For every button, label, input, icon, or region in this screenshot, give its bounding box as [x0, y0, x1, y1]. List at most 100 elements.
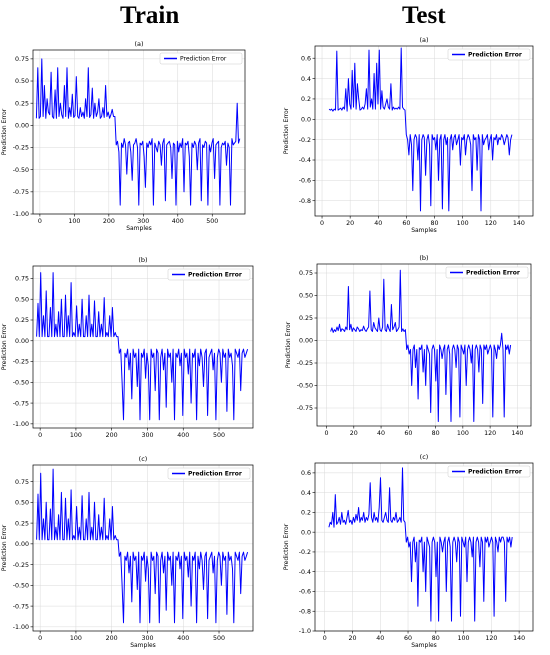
x-tick-label: 120 — [484, 430, 496, 437]
x-tick-label: 120 — [485, 635, 497, 642]
x-axis-label: Samples — [130, 642, 156, 649]
panel-title: (b) — [138, 256, 147, 264]
x-tick-label: 500 — [213, 635, 225, 642]
x-tick-label: 0 — [38, 432, 42, 439]
train-column-heading: Train — [120, 2, 180, 29]
plot-frame — [32, 464, 254, 632]
y-tick-label: 0.75 — [15, 479, 29, 486]
x-tick-label: 500 — [213, 432, 225, 439]
y-tick-label: -0.50 — [297, 383, 313, 390]
y-axis-label: Prediction Error — [285, 321, 292, 368]
test-chart-b: (b) 0 20 40 60 80 100 120 140 -0.75 -0.50 -0.25 0.00… — [285, 254, 532, 437]
legend-label: Prediction Error — [180, 56, 227, 63]
x-tick-label: 100 — [457, 220, 469, 227]
x-tick-label: 500 — [206, 218, 218, 225]
train-chart-b: (b) 0 100 200 300 400 500 -1.00 -0.75 -0.50 -0.25 0… — [1, 256, 254, 439]
y-tick-label: -0.50 — [13, 583, 29, 590]
legend-label: Prediction Error — [468, 469, 522, 476]
y-tick-label: -0.2 — [299, 549, 311, 556]
x-tick-label: 100 — [458, 635, 470, 642]
panel-title: (c) — [420, 453, 429, 461]
x-tick-label: 100 — [457, 430, 469, 437]
y-tick-label: 0.00 — [15, 338, 29, 345]
legend-box — [447, 48, 531, 61]
y-axis-label: Prediction Error — [1, 108, 8, 155]
y-tick-label: 0.00 — [15, 123, 29, 130]
y-axis-label: Prediction Error — [1, 524, 8, 571]
y-tick-label: -0.6 — [299, 589, 311, 596]
y-tick-label: -0.75 — [13, 603, 29, 610]
panel-title: (c) — [139, 455, 148, 463]
series-line — [328, 47, 513, 212]
y-tick-label: 0.25 — [15, 317, 29, 324]
y-tick-label: -0.8 — [299, 198, 311, 205]
y-tick-label: -1.0 — [299, 628, 311, 635]
x-tick-label: 400 — [177, 432, 189, 439]
x-tick-label: 0 — [323, 635, 327, 642]
panel-title: (a) — [419, 36, 428, 44]
legend-label: Prediction Error — [468, 52, 522, 59]
y-tick-label: 0.50 — [299, 293, 313, 300]
x-tick-label: 140 — [513, 220, 525, 227]
y-tick-label: 0.75 — [15, 276, 29, 283]
legend-box — [167, 268, 251, 281]
y-tick-label: 0.0 — [301, 529, 311, 536]
y-tick-label: -0.75 — [297, 405, 313, 412]
y-tick-label: 0.0 — [301, 116, 311, 123]
x-tick-label: 400 — [177, 635, 189, 642]
x-tick-label: 0 — [320, 220, 324, 227]
train-chart-c: (c) 0 100 200 300 400 500 -1.00 -0.75 -0.50 -0.25 0… — [1, 455, 254, 649]
series-line — [35, 58, 241, 206]
x-tick-label: 200 — [106, 432, 118, 439]
series-line — [328, 467, 513, 622]
x-tick-label: 400 — [172, 218, 184, 225]
x-tick-label: 40 — [376, 635, 384, 642]
y-tick-label: -0.75 — [13, 189, 29, 196]
y-tick-label: 0.6 — [301, 470, 311, 477]
x-tick-label: 300 — [141, 432, 153, 439]
legend-label: Prediction Error — [466, 270, 520, 277]
y-tick-label: -0.25 — [13, 145, 29, 152]
x-axis-label: Samples — [411, 227, 437, 234]
x-tick-label: 80 — [431, 220, 439, 227]
plot-frame — [314, 45, 534, 217]
x-tick-label: 0 — [38, 218, 42, 225]
legend-box — [167, 467, 251, 480]
y-tick-label: 0.25 — [299, 315, 313, 322]
y-axis-label: Prediction Error — [283, 523, 290, 570]
y-axis-label: Prediction Error — [1, 323, 8, 370]
x-tick-label: 200 — [106, 635, 118, 642]
plot-frame — [32, 265, 254, 429]
y-tick-label: 0.2 — [301, 96, 311, 103]
y-tick-label: 0.75 — [15, 56, 29, 63]
panel-title: (a) — [134, 40, 143, 48]
y-tick-label: 0.75 — [299, 270, 313, 277]
x-tick-label: 300 — [141, 635, 153, 642]
x-tick-label: 120 — [485, 220, 497, 227]
y-tick-label: -1.00 — [13, 211, 29, 218]
x-tick-label: 60 — [404, 635, 412, 642]
test-column-heading: Test — [402, 2, 446, 29]
plot-frame — [32, 49, 246, 215]
test-chart-a: (a) 0 20 40 60 80 100 120 140 -0.8 -0.6 -0.4 -0.2 0.0… — [283, 36, 534, 234]
x-tick-label: 200 — [103, 218, 115, 225]
x-tick-label: 60 — [404, 430, 412, 437]
legend-label: Prediction Error — [188, 272, 242, 279]
y-tick-label: 0.25 — [15, 520, 29, 527]
x-tick-label: 60 — [402, 220, 410, 227]
x-tick-label: 80 — [432, 635, 440, 642]
series-line — [36, 468, 249, 624]
train-chart-a: (a) 0 100 200 300 400 500 -1.00 -0.75 -0.50 -0.25 0… — [1, 40, 246, 232]
x-tick-label: 140 — [513, 635, 525, 642]
series-line — [330, 269, 512, 422]
y-tick-label: -0.25 — [13, 359, 29, 366]
y-tick-label: 0.4 — [301, 490, 311, 497]
legend-box — [159, 52, 243, 65]
plot-frame — [314, 462, 534, 632]
x-tick-label: 20 — [346, 220, 354, 227]
y-tick-label: 0.00 — [15, 541, 29, 548]
y-axis-label: Prediction Error — [283, 107, 290, 154]
legend-box — [445, 266, 529, 279]
y-tick-label: -0.4 — [299, 569, 311, 576]
y-tick-label: -0.4 — [299, 157, 311, 164]
